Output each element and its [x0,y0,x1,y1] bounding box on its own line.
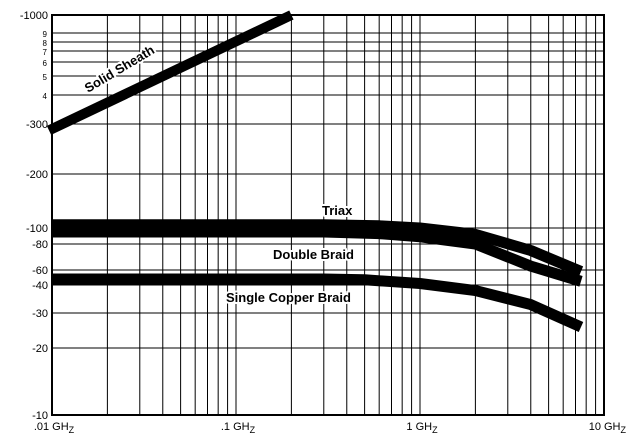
series-label-halo: Single Copper Braid [226,290,351,305]
series-label-halo: Double Braid [273,247,354,262]
x-tick-label: .01 GHZ [34,421,75,435]
series-line-solid-sheath [46,10,294,135]
y-tick-label: -100 [26,223,48,235]
y-tick-label: -60 [32,265,48,277]
x-tick-label: 1 GHZ [406,421,438,435]
series-label-double-braid: Double Braid [273,247,354,262]
y-tick-label: 8 [43,39,48,48]
series-lines [46,10,584,333]
x-axis-tick-labels: .01 GHZ .1 GHZ 1 GHZ 10 GHZ [34,421,627,435]
y-tick-label: -30 [32,308,48,320]
y-tick-label: 6 [43,59,48,68]
series-label-halo: Triax [322,203,353,218]
y-tick-label: 9 [43,30,48,39]
y-tick-label: -40 [32,280,48,292]
series-line-double-braid [52,226,583,287]
y-tick-label: 7 [43,48,48,57]
y-axis-tick-labels: -1000 987 6 5 4 -300 -200 -100 -80 -60 -40 -30 -20 -1… [20,10,48,422]
y-tick-label: 5 [43,73,48,82]
y-tick-label: -10 [32,410,48,422]
y-tick-label: -1000 [20,10,48,22]
y-tick-label: -20 [32,343,48,355]
series-line-single-copper-braid [52,273,584,333]
y-tick-label: -200 [26,169,48,181]
y-tick-label: -300 [26,119,48,131]
series-label-triax: Triax [322,203,353,218]
x-tick-label: .1 GHZ [221,421,256,435]
x-tick-label: 10 GHZ [589,421,627,435]
series-line-triax [52,219,584,277]
plot-frame [51,14,605,416]
series-label-single-copper-braid: Single Copper Braid [226,290,351,305]
y-tick-label: 4 [43,92,48,101]
y-tick-label: -80 [32,239,48,251]
